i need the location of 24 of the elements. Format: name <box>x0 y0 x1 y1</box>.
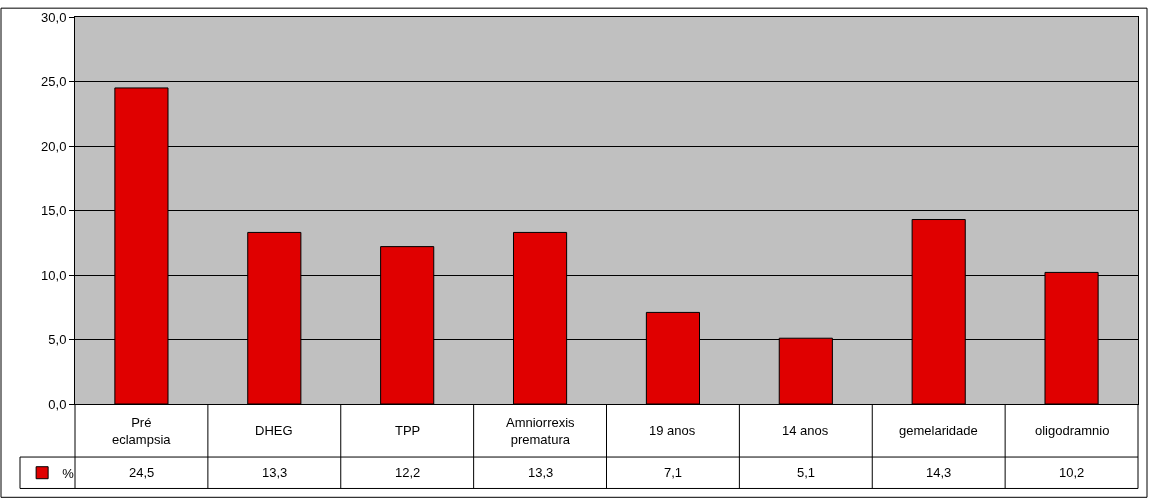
x-tick-label: TPP <box>395 423 421 438</box>
data-label: 13,3 <box>528 465 554 480</box>
x-tick-label: 14 anos <box>782 423 829 438</box>
data-label: 12,2 <box>395 465 421 480</box>
x-tick-label: DHEG <box>255 423 293 438</box>
x-tick-label: gemelaridade <box>899 423 978 438</box>
x-tick-label: oligodramnio <box>1035 423 1110 438</box>
y-tick-label: 5,0 <box>48 332 67 348</box>
data-label: 7,1 <box>664 465 683 480</box>
y-tick-label: 15,0 <box>41 203 67 219</box>
y-tick-label: 25,0 <box>41 74 67 90</box>
data-label: 13,3 <box>262 465 288 480</box>
x-tick-label: Pré eclampsia <box>112 415 172 447</box>
data-label: 14,3 <box>926 465 952 480</box>
y-tick-label: 20,0 <box>41 138 67 154</box>
x-tick-label: 19 anos <box>649 423 696 438</box>
data-label: 24,5 <box>129 465 155 480</box>
data-label: 5,1 <box>797 465 816 480</box>
y-tick-label: 30,0 <box>41 9 67 25</box>
data-label: 10,2 <box>1059 465 1085 480</box>
legend-label: % <box>62 465 75 481</box>
y-tick-label: 10,0 <box>41 267 67 283</box>
x-tick-label: Amniorrexis prematura <box>506 415 576 447</box>
y-tick-label: 0,0 <box>48 396 67 412</box>
